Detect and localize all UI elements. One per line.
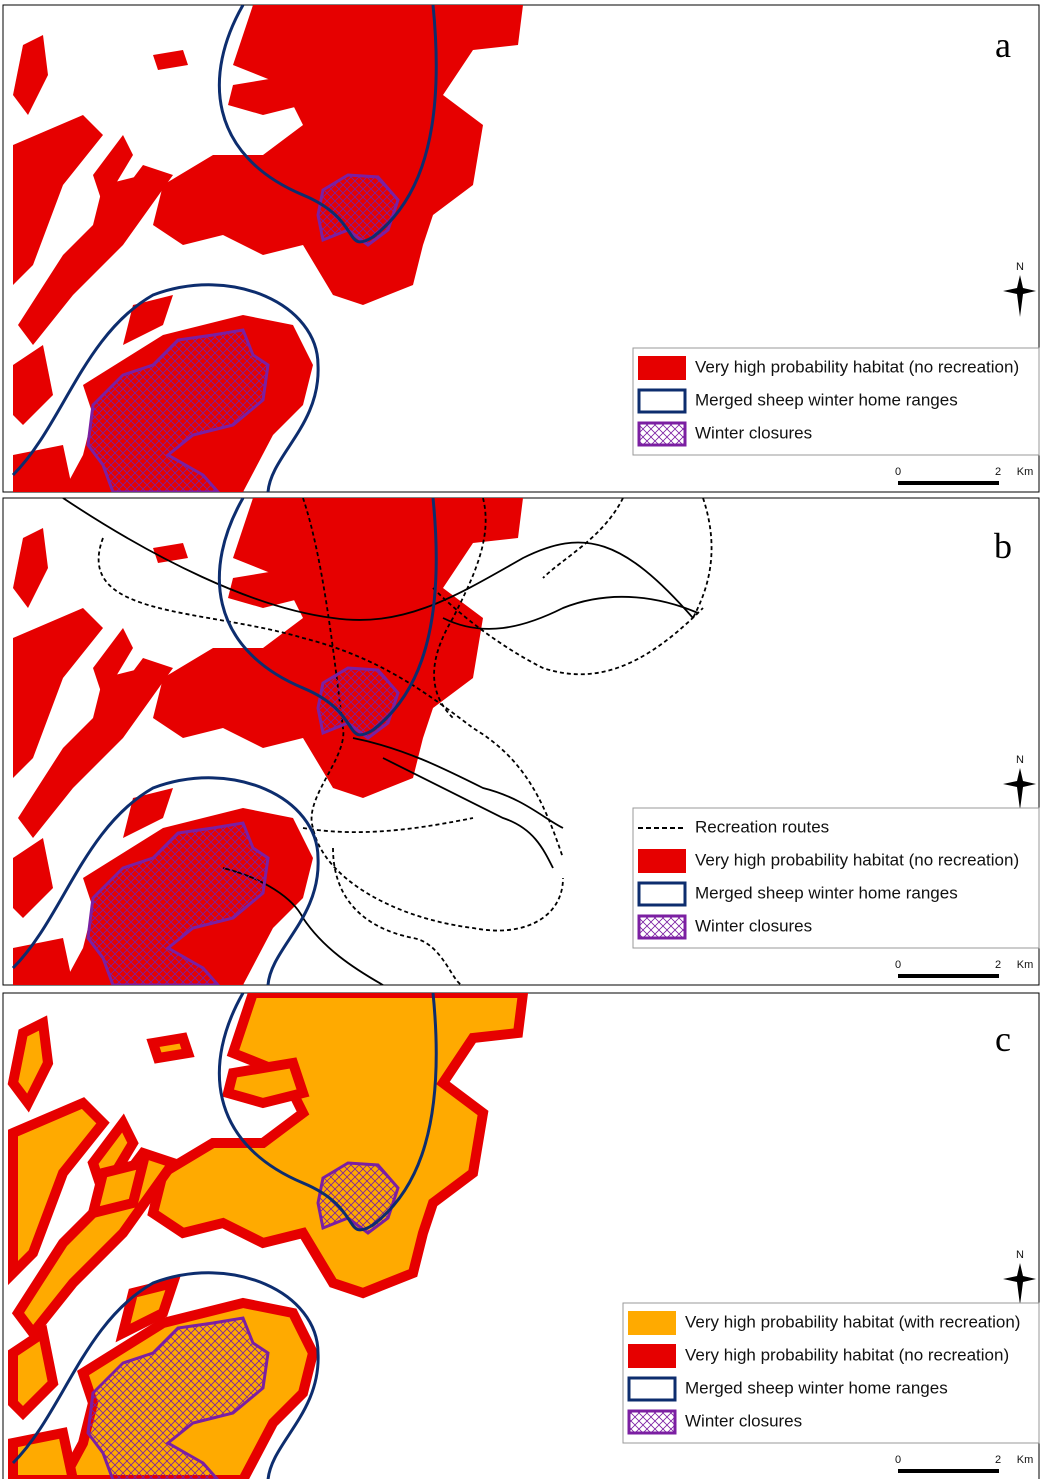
habitat-area	[13, 608, 103, 778]
panel-label: a	[995, 25, 1011, 65]
habitat-area	[13, 345, 53, 425]
home-range	[11, 776, 320, 985]
home-range	[11, 1271, 320, 1479]
map-panel: a N Very high probability habitat (no recr…	[2, 4, 1040, 493]
scale-bar	[898, 1469, 999, 1473]
legend-label: Merged sheep winter home ranges	[685, 1378, 948, 1397]
legend-swatch	[637, 421, 687, 447]
habitat-area	[8, 1427, 78, 1479]
home-range	[217, 498, 438, 737]
legend-swatch	[627, 1376, 677, 1402]
recreation-route	[332, 847, 464, 985]
habitat-area	[13, 35, 48, 115]
legend-label: Merged sheep winter home ranges	[695, 883, 958, 902]
map-body	[11, 498, 713, 985]
north-label: N	[1016, 261, 1024, 273]
legend-label: Winter closures	[695, 916, 812, 935]
legend-label: Merged sheep winter home ranges	[695, 390, 958, 409]
recreation-route	[433, 498, 487, 719]
scale-end: 2	[995, 959, 1001, 971]
habitat-area	[153, 5, 523, 305]
recreation-route	[692, 498, 713, 619]
habitat-area	[93, 175, 143, 225]
legend-box	[622, 1302, 1040, 1444]
recreation-route	[302, 817, 474, 834]
home-range	[217, 993, 438, 1232]
legend-swatch	[638, 849, 686, 873]
legend-swatch	[637, 914, 687, 940]
legend-label: Winter closures	[695, 423, 812, 442]
map-panel: c N Very high probability habitat (with re…	[2, 992, 1040, 1479]
legend-box	[632, 807, 1040, 949]
home-range	[11, 283, 320, 492]
recreation-route	[442, 595, 699, 630]
habitat-area	[146, 1032, 195, 1064]
habitat-area	[153, 50, 188, 70]
north-arrow	[1003, 275, 1036, 317]
map-body	[11, 5, 523, 492]
habitat-area	[228, 75, 303, 115]
recreation-route	[432, 587, 704, 676]
scale-start: 0	[895, 466, 901, 478]
habitat-area	[7, 1015, 54, 1113]
habitat-area	[13, 838, 53, 918]
winter-closure	[86, 1316, 270, 1479]
habitat-area	[147, 993, 529, 1299]
legend-label: Very high probability habitat (no recrea…	[695, 357, 1019, 376]
legend-swatch	[638, 356, 686, 380]
north-arrow	[1003, 768, 1036, 810]
north-label: N	[1016, 754, 1024, 766]
legend-swatch	[628, 1311, 676, 1335]
map-body	[7, 993, 529, 1479]
habitat-area	[93, 668, 143, 718]
scale-unit: Km	[1017, 959, 1034, 971]
legend-label: Very high probability habitat (with recr…	[685, 1312, 1020, 1331]
habitat-area	[8, 1324, 59, 1421]
north-arrow	[1003, 1263, 1036, 1305]
winter-closure	[86, 328, 270, 492]
legend-swatch	[627, 1409, 677, 1435]
recreation-route	[382, 757, 554, 869]
legend-box	[632, 347, 1040, 456]
habitat-area	[13, 528, 48, 608]
map-panel: b N Recreation routes Very high probability…	[2, 497, 1040, 986]
habitat-area	[7, 1097, 110, 1286]
home-range	[217, 5, 438, 244]
scale-start: 0	[895, 959, 901, 971]
panel-label: c	[995, 1019, 1011, 1059]
scale-bar	[898, 481, 999, 485]
recreation-route	[97, 537, 564, 859]
legend-label: Winter closures	[685, 1411, 802, 1430]
recreation-route	[302, 498, 564, 932]
scale-unit: Km	[1017, 466, 1034, 478]
recreation-route	[352, 737, 564, 829]
scale-end: 2	[995, 466, 1001, 478]
legend-label: Recreation routes	[695, 817, 829, 836]
habitat-area	[221, 1057, 310, 1109]
winter-closure	[316, 173, 400, 247]
panel-label: b	[994, 526, 1012, 566]
recreation-route	[62, 498, 694, 621]
legend-label: Very high probability habitat (no recrea…	[695, 850, 1019, 869]
winter-closure	[316, 666, 400, 740]
habitat-area	[228, 568, 303, 608]
legend-label: Very high probability habitat (no recrea…	[685, 1345, 1009, 1364]
scale-bar	[898, 974, 999, 978]
habitat-area	[13, 115, 103, 285]
scale-end: 2	[995, 1454, 1001, 1466]
winter-closure	[316, 1161, 400, 1235]
habitat-area	[86, 1156, 150, 1220]
north-label: N	[1016, 1249, 1024, 1261]
scale-unit: Km	[1017, 1454, 1034, 1466]
legend-swatch	[637, 388, 687, 414]
winter-closure	[86, 821, 270, 985]
legend-swatch	[637, 881, 687, 907]
legend-swatch	[628, 1344, 676, 1368]
scale-start: 0	[895, 1454, 901, 1466]
